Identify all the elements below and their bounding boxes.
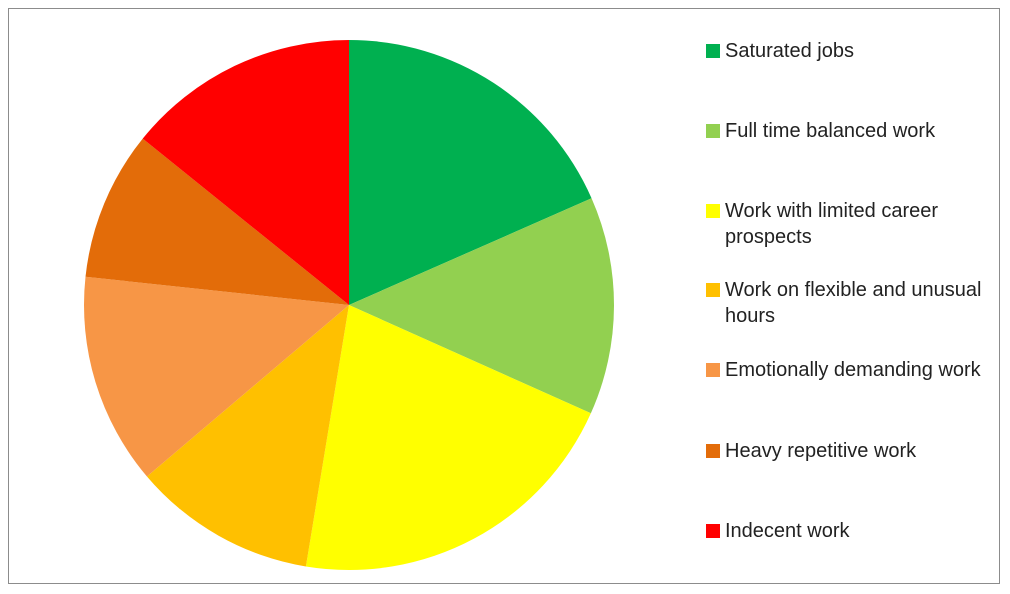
pie-slice — [83, 276, 349, 477]
legend-label: Saturated jobs — [725, 40, 854, 62]
legend-swatch — [706, 444, 720, 458]
pie-slice — [146, 305, 349, 567]
pie-slice — [85, 138, 350, 305]
legend-swatch — [706, 363, 720, 377]
pie-slice — [349, 40, 592, 305]
legend-item: Work with limited career prospects — [706, 198, 996, 250]
legend-item: Heavy repetitive work — [706, 438, 996, 464]
legend-item: Emotionally demanding work — [706, 357, 996, 383]
pie-slice — [142, 40, 349, 305]
legend-item: Saturated jobs — [706, 38, 996, 64]
legend-label: Heavy repetitive work — [725, 440, 917, 462]
legend-label: Work on flexible and unusual hours — [725, 279, 982, 327]
legend-label: Full time balanced work — [725, 120, 936, 142]
legend-swatch — [706, 44, 720, 58]
legend-swatch — [706, 204, 720, 218]
legend-swatch — [706, 124, 720, 138]
pie-slice — [349, 198, 614, 414]
legend-swatch — [706, 283, 720, 297]
chart-frame — [8, 8, 1000, 584]
pie-slice — [305, 305, 591, 570]
legend-item: Full time balanced work — [706, 118, 996, 144]
legend-item: Indecent work — [706, 518, 996, 544]
legend-item: Work on flexible and unusual hours — [706, 277, 996, 329]
legend-swatch — [706, 524, 720, 538]
legend-label: Work with limited career prospects — [725, 200, 939, 248]
legend-label: Emotionally demanding work — [725, 359, 981, 381]
legend-label: Indecent work — [725, 520, 850, 542]
